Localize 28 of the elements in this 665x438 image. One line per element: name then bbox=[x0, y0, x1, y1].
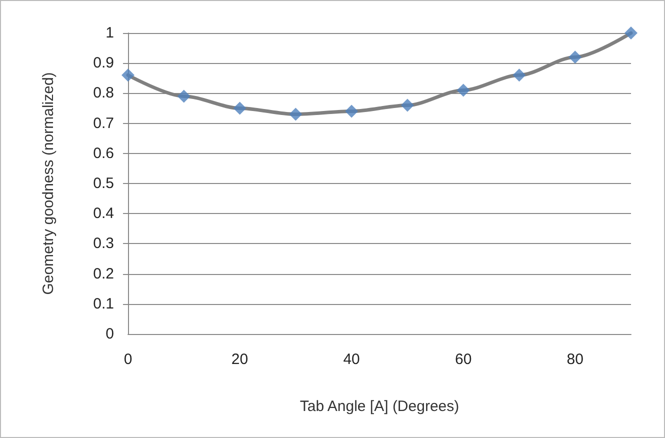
y-tick-label: 0.3 bbox=[93, 235, 114, 252]
y-tick-label: 0.5 bbox=[93, 175, 114, 192]
point bbox=[122, 68, 134, 82]
point bbox=[400, 98, 414, 112]
x-tick-label: 40 bbox=[343, 351, 360, 368]
y-tick-label: 0.4 bbox=[93, 205, 114, 222]
point bbox=[289, 108, 302, 121]
y-tick-label: 0.6 bbox=[93, 144, 114, 162]
y-tick-label: 0.1 bbox=[93, 295, 114, 312]
point bbox=[177, 90, 190, 103]
y-axis-title: Geometry goodness (normalized) bbox=[40, 72, 57, 295]
x-tick-label: 80 bbox=[566, 351, 584, 368]
point bbox=[568, 50, 582, 64]
point bbox=[512, 68, 526, 82]
x-tick-label: 60 bbox=[454, 351, 472, 368]
point bbox=[624, 26, 638, 40]
point bbox=[456, 84, 470, 97]
y-tick-label: 0.8 bbox=[93, 84, 114, 102]
y-tick-label: 0.2 bbox=[93, 265, 114, 282]
y-tick-label: 0 bbox=[106, 326, 114, 342]
x-axis-title: Tab Angle [A] (Degrees) bbox=[300, 398, 460, 415]
y-tick-label: 0.9 bbox=[93, 54, 114, 72]
x-tick-label: 0 bbox=[124, 351, 132, 368]
point bbox=[345, 104, 358, 118]
y-tick-label: 1 bbox=[106, 24, 114, 42]
point bbox=[233, 102, 246, 115]
x-tick-label: 20 bbox=[231, 351, 248, 368]
y-tick-label: 0.7 bbox=[93, 114, 114, 132]
